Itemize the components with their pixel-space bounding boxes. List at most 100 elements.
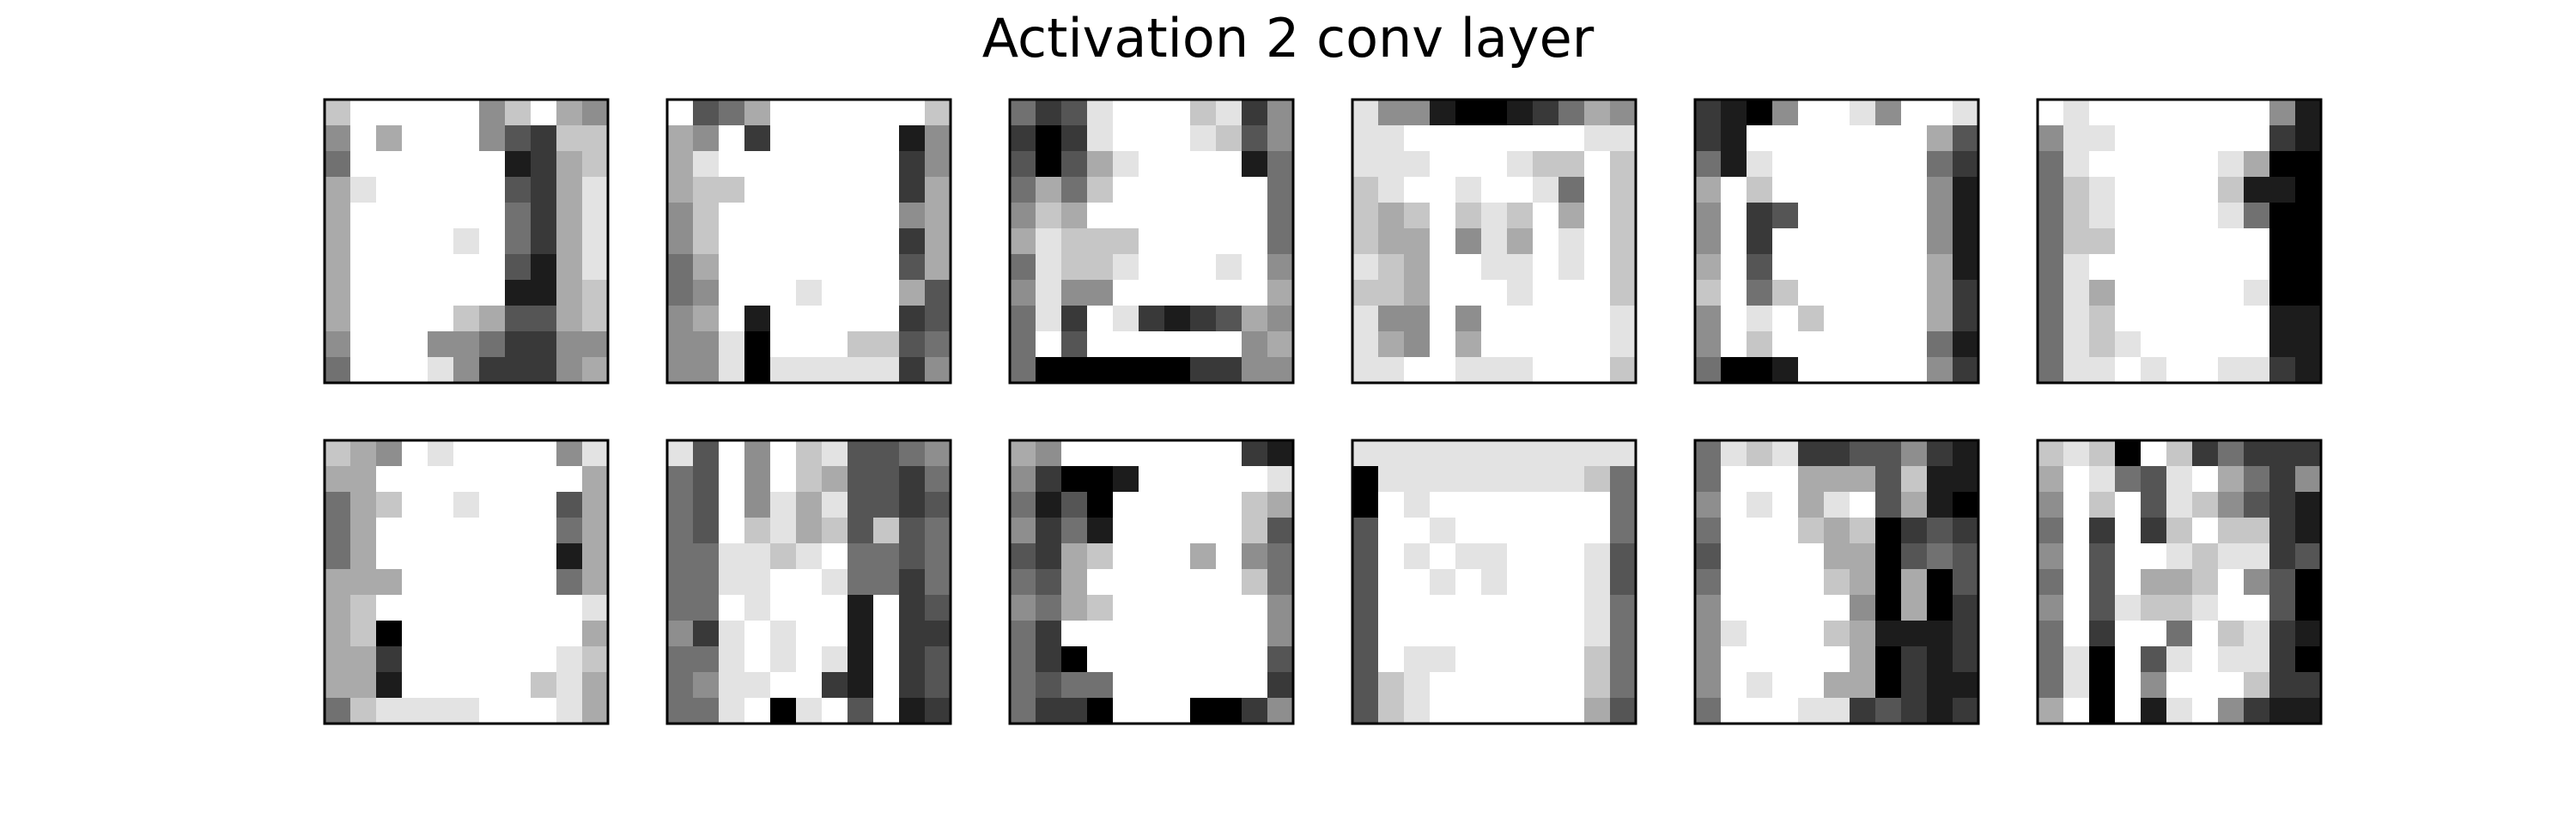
activation-cell [2141,151,2167,178]
activation-cell [1036,492,1062,518]
activation-cell [1798,698,1825,724]
activation-cell [1558,672,1585,699]
activation-cell [1164,492,1191,518]
activation-cell [479,621,506,647]
activation-cell [1481,492,1508,518]
activation-cell [1164,177,1191,203]
activation-cell [1610,228,1637,255]
activation-cell [531,203,557,229]
activation-cell [2244,280,2270,306]
map-frame [323,439,610,725]
activation-cell [505,569,532,596]
activation-cell [1352,595,1379,621]
activation-cell [1747,492,1773,518]
activation-cell [1378,466,1405,493]
activation-cell [582,357,609,384]
activation-cell [1824,492,1850,518]
activation-cell [556,125,583,152]
activation-cell [1875,595,1902,621]
activation-cell [1953,698,1979,724]
activation-cell [453,100,480,126]
activation-cell [1139,151,1165,178]
activation-cell [1242,100,1268,126]
activation-cell [1747,203,1773,229]
activation-cell [1404,151,1431,178]
activation-cell [505,518,532,544]
activation-cell [1533,254,1559,281]
activation-cell [1404,357,1431,384]
activation-cell [925,492,951,518]
activation-cell [325,569,351,596]
activation-cell [2295,254,2322,281]
activation-cell [1087,125,1114,152]
activation-cell [2244,492,2270,518]
activation-cell [1242,621,1268,647]
activation-cell [1798,543,1825,570]
activation-cell [2115,331,2142,358]
activation-cell [1164,440,1191,467]
activation-cell [873,672,900,699]
activation-cell [1747,280,1773,306]
activation-cell [2166,331,2193,358]
activation-cell [1798,492,1825,518]
activation-cell [376,331,403,358]
activation-cell [2244,518,2270,544]
activation-cell [1953,203,1979,229]
activation-cell [582,518,609,544]
activation-cell [1455,492,1482,518]
activation-cell [402,440,428,467]
activation-cell [428,543,454,570]
activation-cell [848,280,874,306]
activation-cell [667,254,694,281]
activation-cell [848,203,874,229]
activation-cell [1721,595,1747,621]
activation-cell [2295,280,2322,306]
activation-cell [1798,518,1825,544]
activation-cell [1216,357,1242,384]
activation-cell [376,177,403,203]
activation-cell [428,357,454,384]
activation-cell [1455,254,1482,281]
activation-cell [402,151,428,178]
activation-cell [582,466,609,493]
activation-cell [453,228,480,255]
activation-cell [1352,518,1379,544]
activation-cell [1036,306,1062,332]
activation-cell [1061,125,1088,152]
activation-cell [2115,518,2142,544]
activation-cell [402,331,428,358]
activation-cell [1190,125,1217,152]
activation-cell [1953,466,1979,493]
activation-cell [2244,177,2270,203]
activation-cell [2295,203,2322,229]
activation-cell [1850,646,1876,673]
activation-cell [1139,331,1165,358]
activation-cell [1953,543,1979,570]
activation-cell [2089,357,2116,384]
activation-cell [2244,466,2270,493]
activation-cell [1404,595,1431,621]
activation-cell [1533,177,1559,203]
activation-cell [744,254,771,281]
activation-cell [1139,100,1165,126]
activation-cell [1113,203,1139,229]
activation-cell [1242,492,1268,518]
activation-cell [1378,125,1405,152]
activation-cell [2115,595,2142,621]
activation-cell [1610,569,1637,596]
activation-cell [402,254,428,281]
activation-cell [693,466,720,493]
activation-cell [2295,698,2322,724]
activation-map-9 [1008,439,1295,725]
activation-cell [1378,331,1405,358]
activation-cell [1610,177,1637,203]
activation-cell [1113,254,1139,281]
activation-cell [556,306,583,332]
activation-cell [1267,518,1294,544]
activation-cell [1190,254,1217,281]
activation-cell [479,306,506,332]
activation-cell [2141,492,2167,518]
activation-cell [1772,466,1799,493]
activation-cell [1455,621,1482,647]
activation-cell [1216,100,1242,126]
